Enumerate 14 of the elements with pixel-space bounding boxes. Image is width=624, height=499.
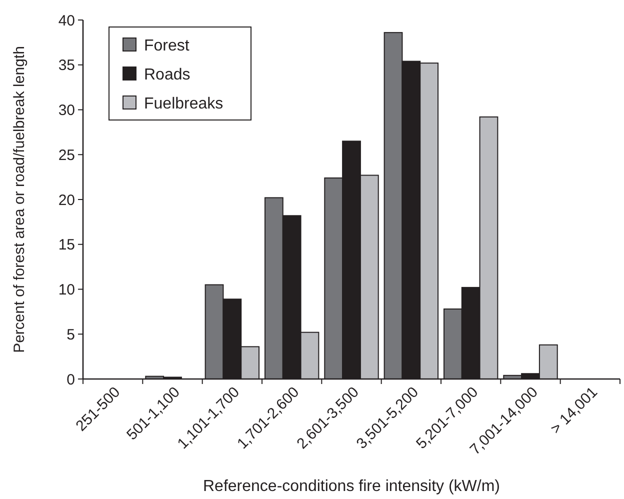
- y-tick-label: 20: [58, 192, 75, 209]
- x-axis-title: Reference-conditions fire intensity (kW/m): [203, 478, 500, 495]
- legend-label: Forest: [144, 38, 190, 55]
- legend-label: Fuelbreaks: [144, 96, 224, 113]
- y-tick-label: 25: [58, 146, 75, 164]
- y-tick-label: 5: [66, 326, 75, 344]
- y-tick-label: 0: [66, 371, 75, 388]
- y-tick-label: 15: [58, 236, 75, 254]
- legend-label: Roads: [144, 66, 190, 84]
- y-tick-label: 10: [58, 282, 75, 298]
- y-axis-title: Percent of forest area or road/fuelbreak length: [11, 46, 28, 353]
- y-tick-label: 35: [58, 57, 75, 74]
- y-tick-label: 40: [58, 12, 75, 30]
- y-tick-label: 30: [58, 102, 75, 119]
